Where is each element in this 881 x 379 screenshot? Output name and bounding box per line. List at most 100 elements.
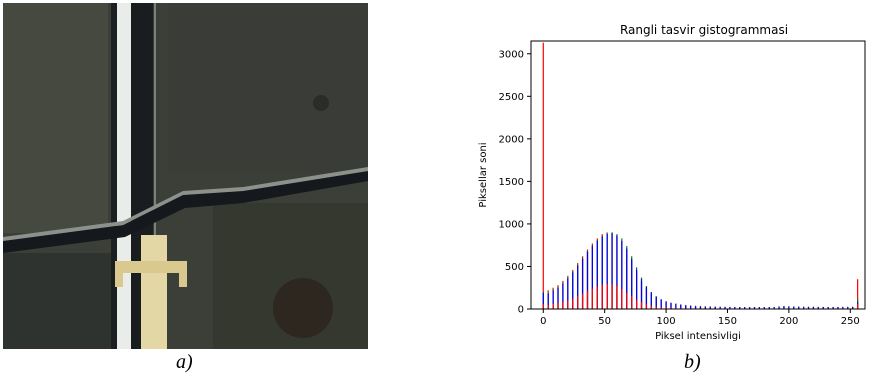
histogram-bar xyxy=(704,306,706,309)
histogram-bar xyxy=(748,307,751,309)
caption-a: a) xyxy=(176,351,193,373)
histogram-bar xyxy=(788,306,790,309)
histogram-bar xyxy=(631,258,633,309)
histogram-bar xyxy=(562,283,564,309)
histogram-bar xyxy=(817,306,819,309)
bridge-deck xyxy=(141,235,167,349)
histogram-bar xyxy=(606,234,608,309)
histogram-bar xyxy=(562,301,564,309)
histogram-bar xyxy=(803,306,805,309)
histogram-bar xyxy=(591,288,593,309)
histogram-bar xyxy=(827,306,829,309)
histogram-bar xyxy=(650,305,652,309)
histogram-bar xyxy=(572,298,574,309)
histogram-bar xyxy=(645,286,648,309)
histogram-bar xyxy=(655,296,657,309)
histogram-bar xyxy=(675,304,677,309)
histogram-chart: Rangli tasvir gistogrammasi 0 50 100 150 200… xyxy=(478,23,866,342)
y-tick-label: 2500 xyxy=(499,92,524,103)
histogram-bar xyxy=(665,301,667,309)
histogram-bar xyxy=(567,300,569,309)
histogram-bar xyxy=(640,279,643,309)
cross-canal xyxy=(3,171,368,253)
x-tick-label: 0 xyxy=(540,316,546,327)
histogram-bar xyxy=(626,292,628,309)
field-patch xyxy=(3,3,108,233)
y-axis-label: Piksellar soni xyxy=(478,142,489,207)
histogram-bar xyxy=(596,240,598,309)
histogram-bar xyxy=(567,278,569,309)
histogram-bar xyxy=(552,303,554,309)
histogram-bar xyxy=(739,307,741,309)
histogram-bar xyxy=(611,284,613,309)
histogram-bar xyxy=(798,306,800,309)
histogram-bar xyxy=(660,299,662,309)
x-tick-label: 100 xyxy=(657,316,676,327)
histogram-bar xyxy=(581,258,584,309)
x-axis-label: Piksel intensivligi xyxy=(655,331,741,342)
histogram-bar xyxy=(645,304,648,309)
histogram-bar xyxy=(616,235,618,309)
histogram-bar xyxy=(650,292,652,309)
x-tick-label: 50 xyxy=(598,316,611,327)
histogram-bar xyxy=(601,236,603,309)
histogram-bar xyxy=(685,305,687,309)
histogram-bar xyxy=(690,305,692,309)
y-tick-label: 1500 xyxy=(499,177,524,188)
y-tick-label: 3000 xyxy=(499,49,524,60)
histogram-bar xyxy=(601,284,603,309)
histogram-bar xyxy=(616,286,618,309)
field-spot xyxy=(273,278,333,338)
histogram-bar xyxy=(812,306,815,309)
histogram-bar xyxy=(675,307,677,309)
histogram-bar xyxy=(783,306,785,309)
histogram-bar xyxy=(852,306,854,309)
histogram-bar xyxy=(734,307,736,309)
histogram-bar xyxy=(753,307,756,309)
bridge-arm xyxy=(115,261,187,273)
histogram-bar xyxy=(542,42,544,309)
bridge-pier xyxy=(179,261,187,287)
field-spot xyxy=(313,95,329,111)
histogram-bar xyxy=(670,303,672,309)
histogram-bar xyxy=(577,296,579,309)
histogram-bar xyxy=(758,307,760,309)
histogram-bar xyxy=(709,306,711,309)
histogram-bar xyxy=(837,306,839,309)
histogram-bar xyxy=(714,306,716,309)
histogram-bar xyxy=(586,291,589,309)
histogram-bar xyxy=(655,306,657,309)
histogram-bar xyxy=(636,299,638,309)
field-patch xyxy=(168,3,368,173)
histogram-bar xyxy=(557,303,559,309)
x-tick-label: 150 xyxy=(718,316,737,327)
histogram-bar xyxy=(621,240,623,309)
histogram-bar xyxy=(670,307,672,309)
histogram-bar xyxy=(581,293,584,309)
histogram-bar xyxy=(591,246,593,309)
histogram-bar xyxy=(572,272,574,309)
histogram-bar xyxy=(552,290,554,309)
histogram-bar xyxy=(547,304,549,309)
histogram-bar xyxy=(699,306,702,309)
histogram-bar xyxy=(542,303,544,309)
chart-title: Rangli tasvir gistogrammasi xyxy=(620,23,788,37)
y-tick-label: 1000 xyxy=(499,219,524,230)
y-tick-label: 500 xyxy=(505,262,524,273)
histogram-bar xyxy=(847,306,849,309)
histogram-bar xyxy=(577,265,579,309)
histogram-bar xyxy=(640,302,643,309)
histogram-bar xyxy=(842,306,844,309)
aerial-photo xyxy=(3,3,368,349)
x-tick-label: 250 xyxy=(841,316,860,327)
histogram-bar xyxy=(542,292,544,309)
histogram-bar xyxy=(793,306,795,309)
road-shadow xyxy=(111,3,117,349)
bridge-pier xyxy=(115,261,123,287)
histogram-bar xyxy=(694,306,697,309)
histogram-bar xyxy=(626,248,628,309)
cross-canal-edge xyxy=(3,167,368,241)
histogram-bar xyxy=(596,286,598,309)
histogram-bar xyxy=(857,303,859,309)
histogram-bar xyxy=(606,283,608,309)
